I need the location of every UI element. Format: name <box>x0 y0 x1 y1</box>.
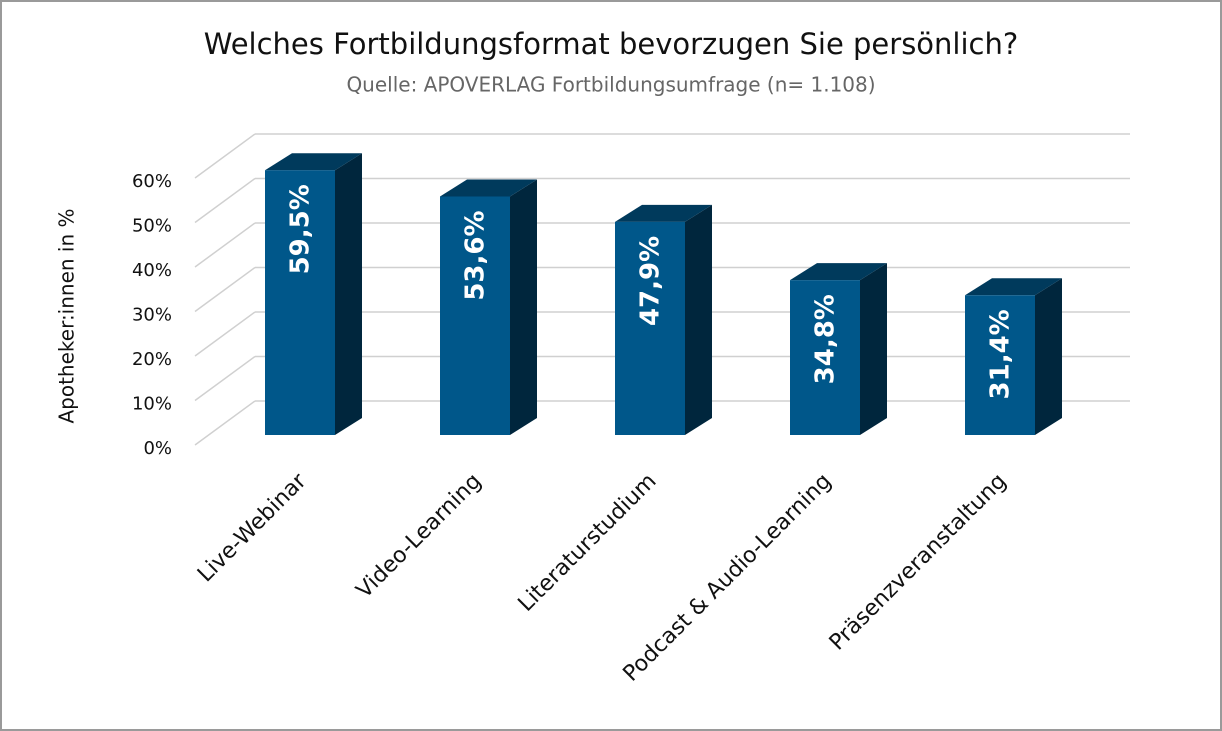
y-tick-label: 40% <box>132 260 172 281</box>
y-tick-label: 10% <box>132 394 172 415</box>
grid-line <box>194 133 256 179</box>
bar <box>265 170 335 435</box>
bar-top <box>615 204 712 222</box>
bar <box>615 221 685 435</box>
bar-side <box>335 153 362 435</box>
grid-line <box>194 222 256 268</box>
data-label: 47,9% <box>636 236 666 326</box>
bar-top <box>965 278 1062 296</box>
data-label: 53,6% <box>461 210 491 300</box>
grid-line <box>194 400 256 446</box>
bar <box>790 280 860 435</box>
bar-side <box>860 263 887 435</box>
bar-top <box>440 179 537 197</box>
bar-top <box>790 263 887 281</box>
bar <box>440 196 510 435</box>
y-tick-label: 60% <box>132 171 172 192</box>
bar <box>965 295 1035 435</box>
y-axis-label: Apotheker:innen in % <box>55 208 79 423</box>
chart-title: Welches Fortbildungsformat bevorzugen Si… <box>204 27 1019 61</box>
bar-side <box>510 179 537 435</box>
bar-side <box>1035 278 1062 435</box>
bar-top <box>265 153 362 171</box>
y-tick-label: 30% <box>132 305 172 326</box>
grid-line <box>194 311 256 357</box>
grid-line <box>194 266 256 313</box>
chart-subtitle: Quelle: APOVERLAG Fortbildungsumfrage (n… <box>346 73 875 97</box>
grid-line <box>194 355 256 402</box>
y-tick-label: 20% <box>132 349 172 370</box>
data-label: 31,4% <box>986 309 1016 399</box>
y-tick-label: 50% <box>132 216 172 237</box>
bar-side <box>685 204 712 435</box>
data-label: 59,5% <box>286 184 316 274</box>
y-tick-label: 0% <box>143 438 172 459</box>
data-label: 34,8% <box>811 294 841 384</box>
grid-line <box>194 177 256 224</box>
